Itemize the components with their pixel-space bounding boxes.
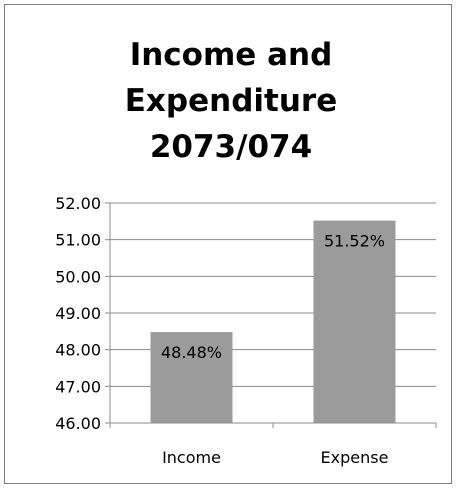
chart-title: Income and Expenditure 2073/074 [125,37,337,165]
chart-title-line-3: 2073/074 [150,129,312,165]
axes [105,202,437,428]
labels: 52.00 51.00 50.00 49.00 48.00 47.00 46.00 48.48… [55,194,388,467]
y-tick-label: 52.00 [55,194,101,213]
data-label: 48.48% [161,343,222,362]
chart-frame: Income and Expenditure 2073/074 52.00 51.… [4,4,452,484]
y-tick-label: 51.00 [55,231,101,250]
y-tick-label: 46.00 [55,414,101,433]
y-tick-label: 48.00 [55,341,101,360]
y-tick-label: 50.00 [55,267,101,286]
bar-expense [313,220,396,423]
chart-title-line-2: Expenditure [125,83,337,119]
y-tick-label: 47.00 [55,377,101,396]
chart-title-line-1: Income and [130,37,333,73]
x-category-label: Expense [321,448,389,467]
x-category-label: Income [162,448,221,467]
bar-income [150,332,233,423]
chart-svg: Income and Expenditure 2073/074 52.00 51.… [55,37,437,467]
y-tick-label: 49.00 [55,304,101,323]
bars [150,220,396,423]
data-label: 51.52% [324,232,385,251]
